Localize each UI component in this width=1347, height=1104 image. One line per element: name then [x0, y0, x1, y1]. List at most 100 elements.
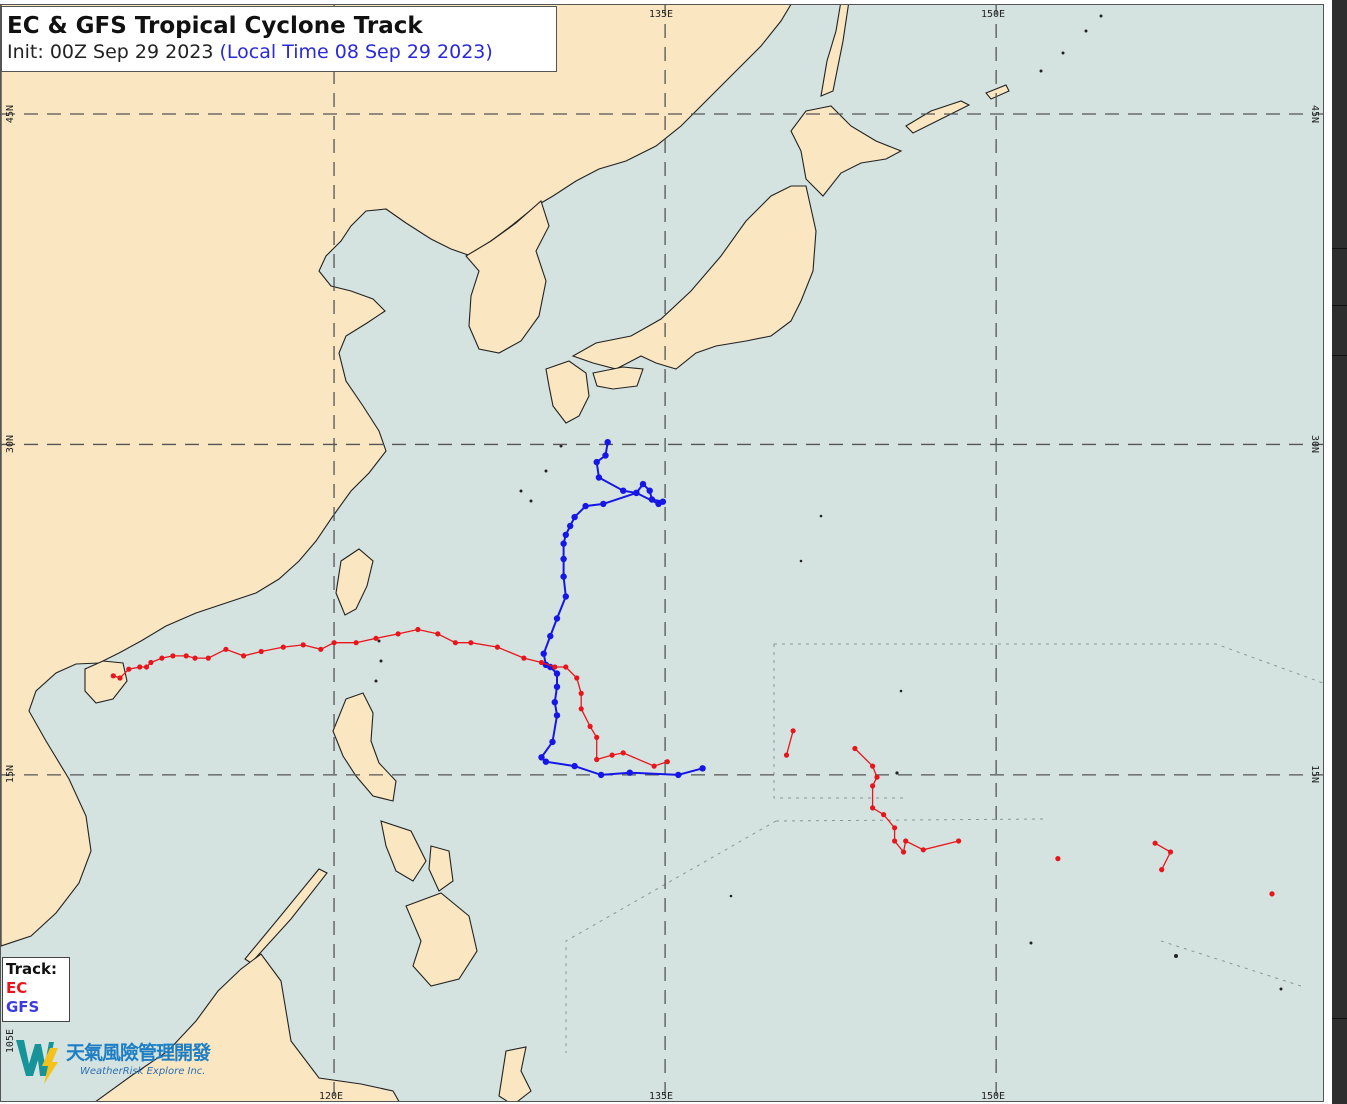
track-point — [318, 646, 324, 652]
bottom-tick-135e: 135E — [649, 1091, 674, 1102]
track-point — [571, 513, 578, 521]
track-point — [874, 774, 880, 780]
track-point — [143, 664, 150, 670]
track-point — [126, 666, 132, 672]
land-visayas — [380, 820, 454, 892]
land-kyushu — [545, 360, 590, 424]
track-point — [1167, 849, 1174, 855]
track-point — [553, 670, 561, 677]
land-sakhalin-kurils — [820, 5, 1010, 134]
track-point — [595, 474, 603, 481]
logo-chinese-text: 天氣風險管理開發 — [66, 1042, 211, 1064]
track-point — [547, 632, 554, 640]
weatherrisk-logo: 天氣風險管理開發 WeatherRisk Explore Inc. — [14, 1034, 234, 1084]
track-point — [170, 653, 176, 659]
land-hokkaido — [790, 105, 903, 197]
track-point — [593, 458, 600, 466]
track-point — [626, 769, 633, 776]
track-point — [651, 763, 657, 769]
track-gfs-0 — [538, 439, 706, 779]
track-point — [594, 756, 600, 763]
track-point — [920, 847, 926, 853]
logo-english-text: WeatherRisk Explore Inc. — [80, 1066, 206, 1077]
track-point — [675, 771, 682, 779]
edge-divider — [1332, 248, 1347, 249]
background-window-edge — [1332, 0, 1347, 1104]
track-point — [563, 664, 569, 670]
track-point — [870, 805, 876, 811]
track-point — [241, 653, 247, 659]
track-point — [852, 745, 858, 752]
track-point — [553, 683, 561, 690]
land-honshu — [571, 185, 817, 370]
boundary-lines — [565, 643, 1323, 1053]
bottom-tick-150e: 150E — [981, 1091, 1006, 1102]
track-point — [560, 540, 567, 547]
title-box: EC & GFS Tropical Cyclone Track Init: 00… — [1, 6, 557, 72]
track-point — [300, 642, 306, 648]
track-point — [956, 838, 962, 844]
track-point — [604, 439, 611, 446]
track-point — [540, 650, 547, 657]
track-point — [549, 738, 556, 746]
left-tick-30n: 30N — [5, 435, 16, 454]
track-line — [113, 628, 668, 767]
track-point — [192, 655, 198, 661]
map-panel: 135E 150E 120E 135E 150E 45N 30N 15N 105… — [0, 4, 1324, 1102]
track-point — [648, 496, 656, 503]
track-point — [553, 615, 561, 622]
land-layer — [1, 5, 1010, 1101]
track-point — [655, 500, 662, 508]
edge-divider — [1332, 305, 1347, 306]
edge-divider — [1332, 355, 1347, 356]
track-point — [159, 655, 165, 661]
track-point — [494, 644, 500, 650]
land-shikoku — [592, 366, 644, 390]
legend-item-ec: EC — [6, 979, 28, 997]
track-point — [553, 712, 561, 719]
land-asia-mainland — [1, 5, 792, 947]
track-point — [542, 758, 550, 765]
logo-w-bolt-icon — [16, 1040, 58, 1084]
track-point — [870, 783, 876, 789]
right-tick-30n: 30N — [1309, 435, 1320, 454]
track-point — [870, 763, 876, 769]
track-point — [699, 765, 706, 772]
land-palawan — [244, 868, 328, 964]
track-point — [892, 825, 898, 831]
land-borneo — [95, 953, 400, 1101]
track-point — [881, 812, 887, 818]
track-point — [1055, 856, 1061, 862]
cyclone-tracks — [110, 439, 1275, 897]
map-canvas — [1, 5, 1323, 1101]
track-point — [646, 487, 653, 494]
edge-divider — [1332, 1018, 1347, 1019]
track-point — [1269, 891, 1275, 897]
land-luzon — [332, 692, 397, 802]
track-point — [258, 648, 264, 655]
track-point — [594, 734, 600, 741]
land-mindanao — [405, 892, 478, 987]
track-point — [148, 659, 154, 666]
track-point — [395, 631, 401, 637]
track-point — [415, 626, 421, 633]
track-ec-4 — [1055, 856, 1061, 862]
track-line — [1154, 842, 1172, 870]
track-point — [280, 644, 286, 650]
track-point — [223, 646, 229, 652]
bottom-tick-120e: 120E — [319, 1091, 344, 1102]
track-point — [552, 664, 558, 670]
track-point — [110, 673, 116, 679]
land-hainan — [84, 660, 128, 704]
track-ec-6 — [1269, 891, 1275, 897]
track-point — [609, 752, 615, 758]
track-point — [331, 640, 337, 646]
track-point — [574, 675, 580, 681]
land-sulawesi — [498, 1046, 532, 1101]
track-point — [620, 750, 626, 756]
track-point — [562, 531, 569, 538]
right-tick-45n: 45N — [1309, 105, 1320, 124]
track-point — [578, 706, 584, 712]
track-point — [578, 690, 584, 697]
